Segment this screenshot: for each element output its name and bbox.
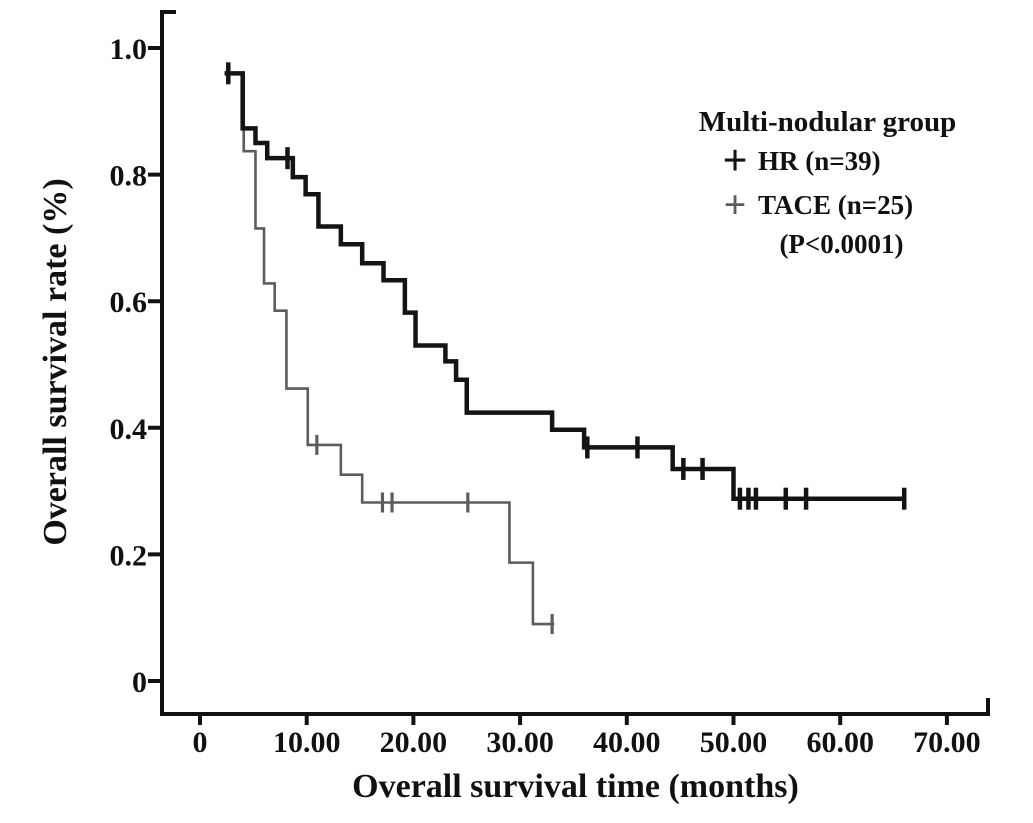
x-tick-label: 30.00 xyxy=(486,726,554,759)
tace-survival-curve xyxy=(224,72,555,626)
y-tick-label: 0 xyxy=(132,666,147,699)
legend-title: Multi-nodular group xyxy=(698,106,957,138)
legend-pvalue: (P<0.0001) xyxy=(779,229,904,259)
y-tick-label: 1.0 xyxy=(110,33,148,66)
y-tick-label: 0.8 xyxy=(110,160,148,193)
legend-entry-tace: + TACE (n=25) xyxy=(690,183,965,227)
x-tick-label: 0 xyxy=(193,726,208,759)
y-axis-title: Overall survival rate (%) xyxy=(37,178,74,546)
x-tick-label: 50.00 xyxy=(700,726,768,759)
y-tick-label: 0.6 xyxy=(110,286,148,319)
axis-frame xyxy=(148,10,990,725)
x-tick-label: 20.00 xyxy=(380,726,448,759)
y-tick-label: 0.4 xyxy=(110,413,148,446)
legend-label-tace: TACE (n=25) xyxy=(758,189,914,220)
legend-entry-hr: + HR (n=39) xyxy=(690,139,965,183)
x-axis-title: Overall survival time (months) xyxy=(352,768,799,805)
y-tick-label: 0.2 xyxy=(110,539,148,572)
hr-survival-curve xyxy=(224,71,905,501)
hr-censor-marker-icon: + xyxy=(722,136,748,185)
tace-censor-marker-icon: + xyxy=(723,182,747,227)
x-tick-label: 60.00 xyxy=(806,726,874,759)
legend-label-hr: HR (n=39) xyxy=(758,145,881,176)
x-tick-label: 10.00 xyxy=(273,726,341,759)
x-tick-label: 40.00 xyxy=(593,726,661,759)
legend: Multi-nodular group + HR (n=39) + TACE (… xyxy=(690,106,965,260)
x-tick-label: 70.00 xyxy=(913,726,981,759)
